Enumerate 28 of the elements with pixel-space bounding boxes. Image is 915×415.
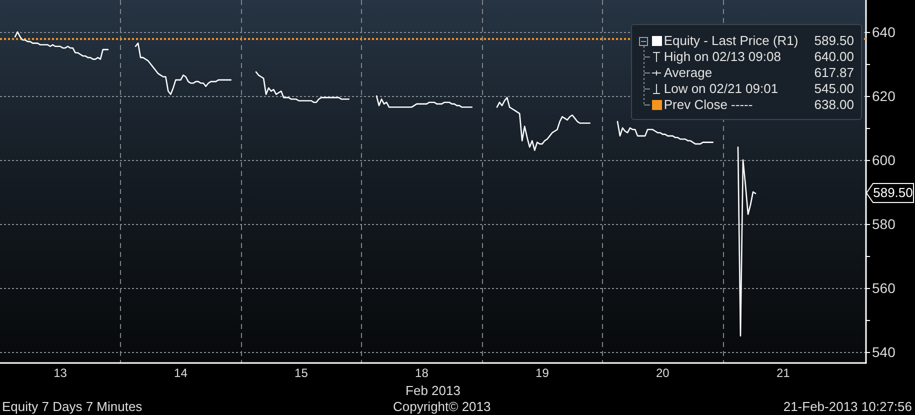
annotation: 589.50 [813, 33, 854, 49]
text: 589.50 [873, 185, 913, 200]
annotation: 638.00 [813, 97, 854, 113]
annotation: 640.00 [813, 49, 854, 65]
annotation: Low on 02/21 09:01 [664, 81, 780, 97]
annotation: 545.00 [813, 81, 854, 97]
x-tick-label: 14 [174, 366, 188, 380]
y-tick-label: 620 [872, 88, 896, 104]
x-tick-label: 19 [536, 366, 550, 380]
legend-label: Prev Close ----- [664, 97, 754, 113]
legend-label: Equity - Last Price (R1) [664, 33, 798, 49]
annotation: 617.87 [813, 65, 854, 81]
text: Equity 7 Days 7 Minutes [2, 399, 142, 414]
x-tick-label: 15 [294, 366, 308, 380]
x-tick-label: 20 [656, 366, 670, 380]
y-tick-label: 640 [872, 24, 896, 40]
x-tick-label: 18 [415, 366, 429, 380]
text: Copyright© 2013 [393, 399, 491, 414]
annotation: Average [664, 65, 714, 81]
text: 21-Feb-2013 10:27:56 [783, 399, 912, 414]
y-tick-label: 580 [872, 216, 896, 232]
y-tick-label: 560 [872, 280, 896, 296]
x-tick-label: 21 [776, 366, 790, 380]
x-tick-label: 13 [54, 366, 68, 380]
x-axis-title: Feb 2013 [406, 382, 460, 398]
y-tick-label: 600 [872, 152, 896, 168]
annotation: High on 02/13 09:08 [664, 49, 782, 65]
y-tick-label: 540 [872, 344, 896, 360]
